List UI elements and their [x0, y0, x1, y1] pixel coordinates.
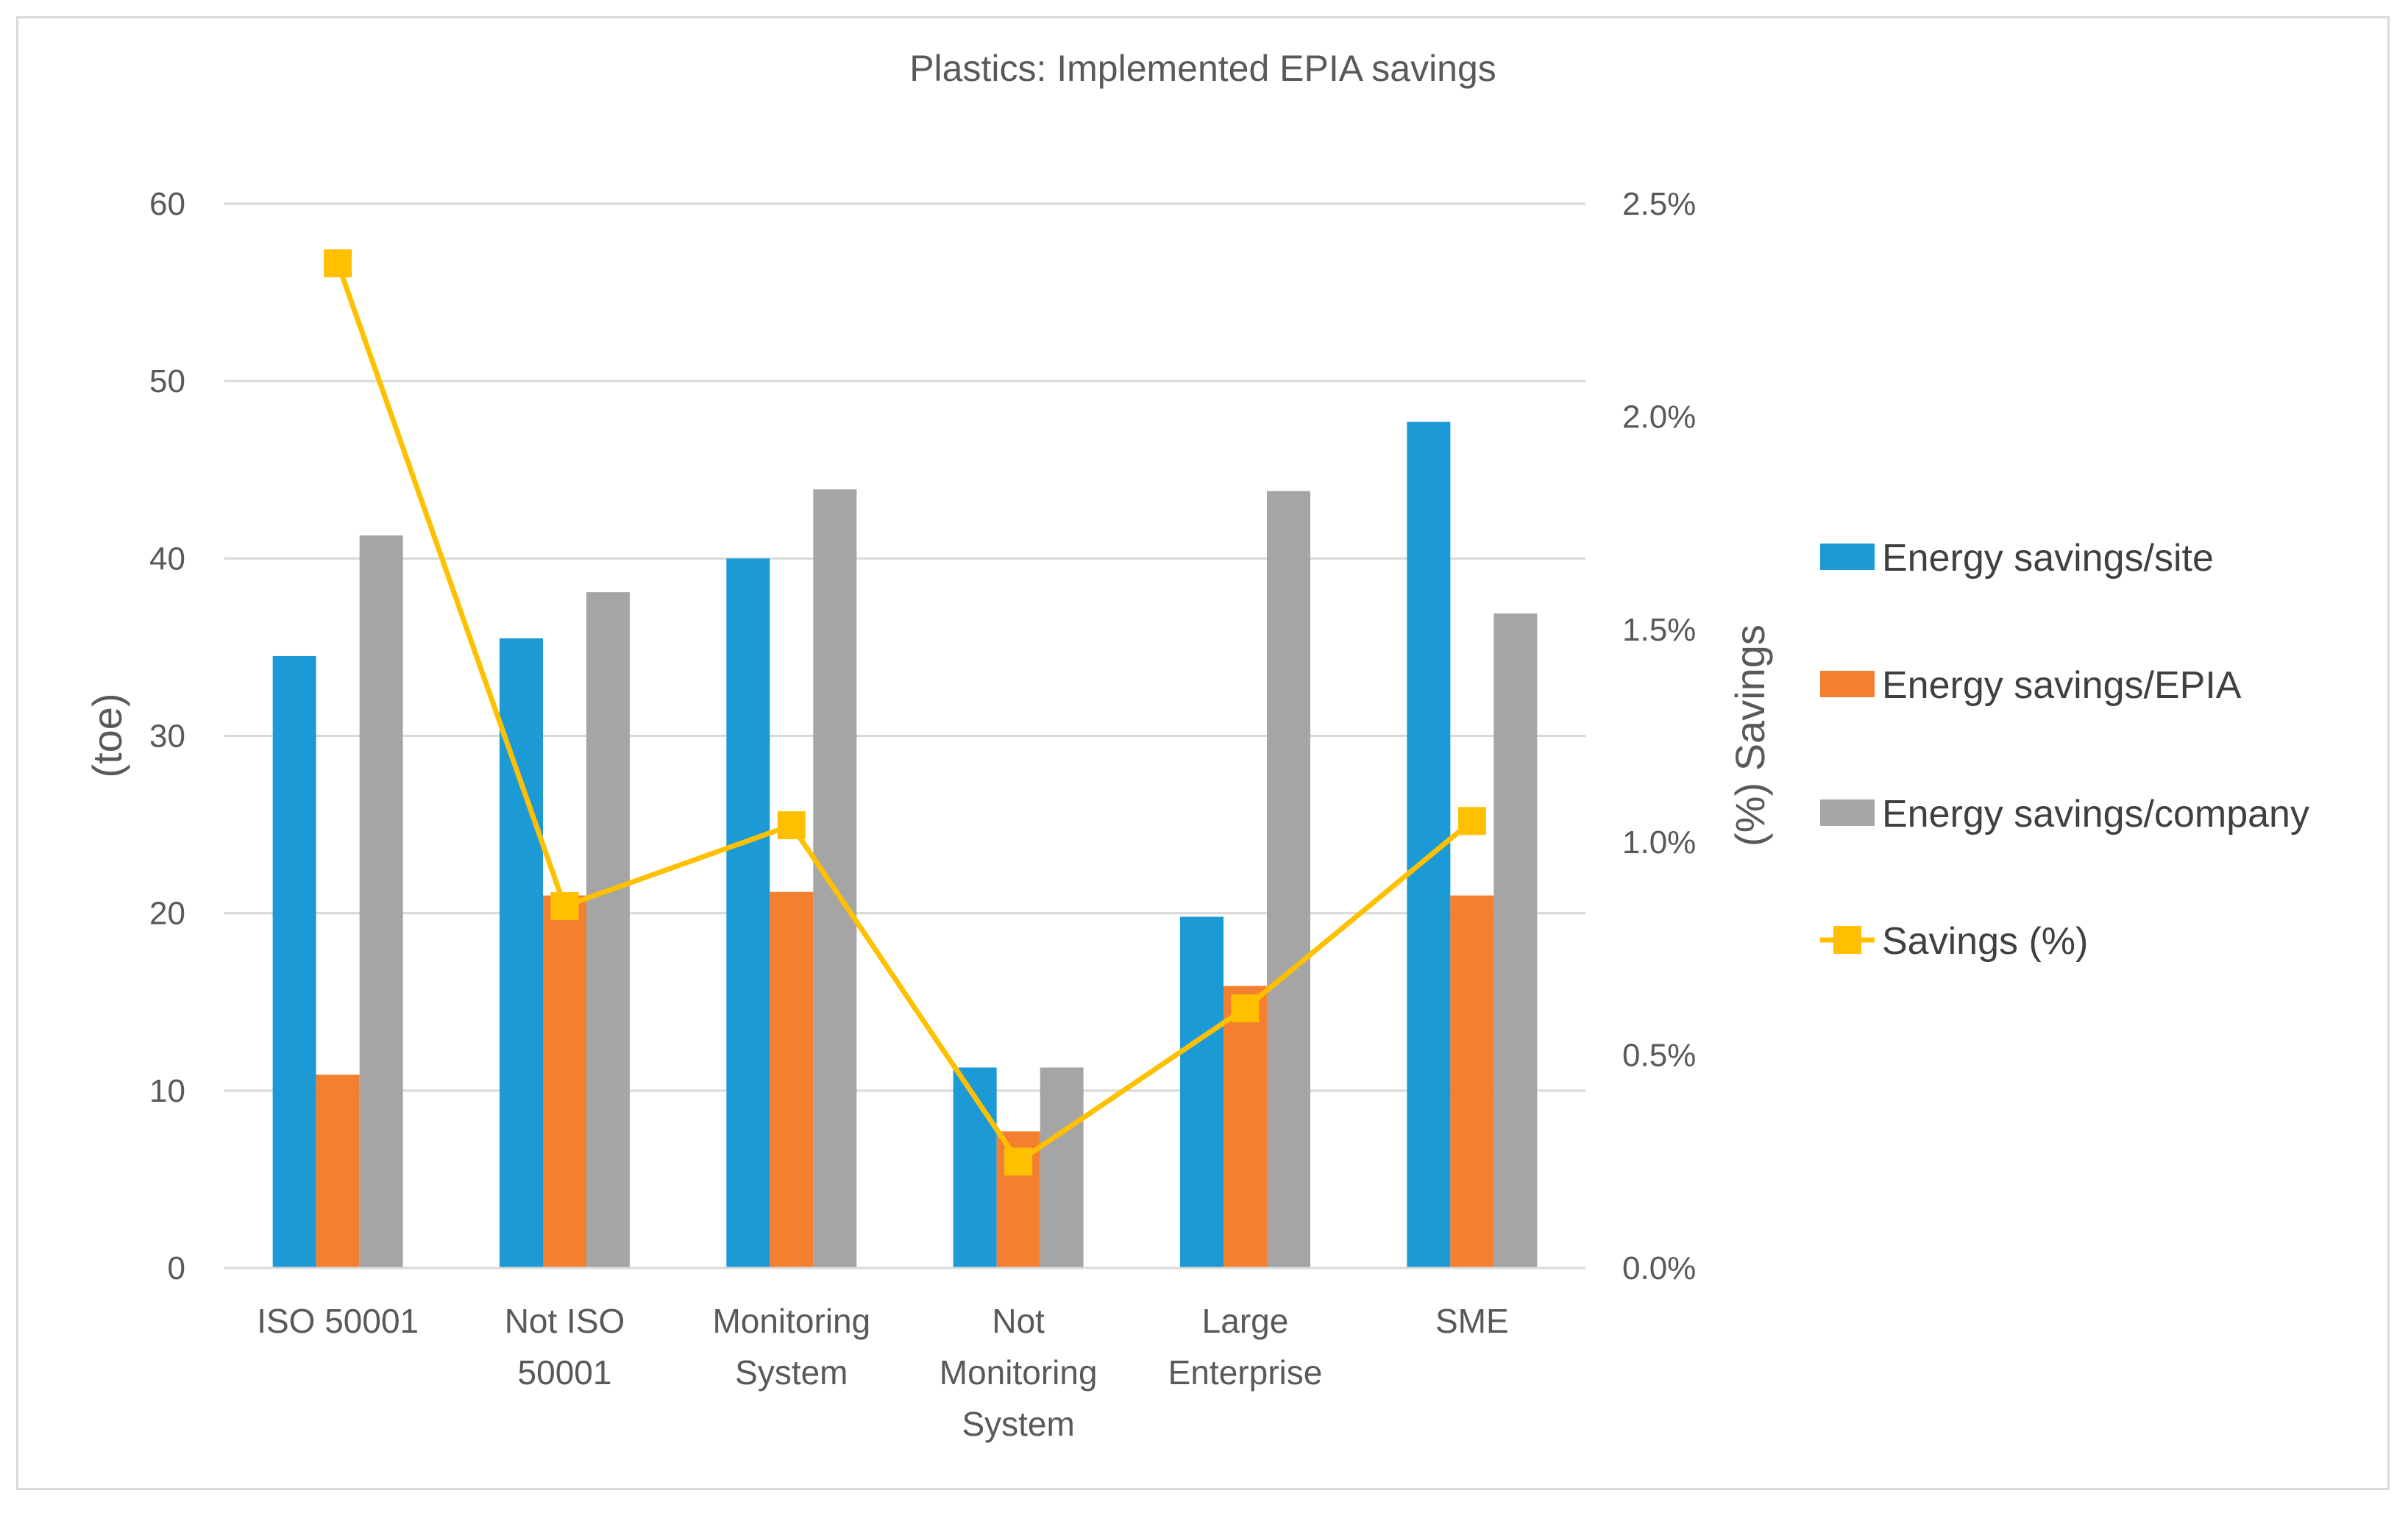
- savings-marker-2: [550, 892, 579, 921]
- bar-2-5: [1223, 986, 1267, 1268]
- x-tick-label: Not: [992, 1302, 1045, 1340]
- bar-2-1: [316, 1075, 360, 1268]
- savings-marker-4: [1004, 1147, 1033, 1176]
- bars-layer: [272, 421, 1538, 1269]
- bar-2-2: [543, 895, 586, 1268]
- legend: Energy savings/site Energy savings/EPIA En…: [1820, 537, 2309, 963]
- x-tick-label: Monitoring: [712, 1302, 870, 1340]
- y-tick-label: 60: [149, 186, 185, 222]
- gridlines: [224, 202, 1585, 1092]
- x-tick-label: Monitoring: [940, 1353, 1098, 1392]
- y2-tick-label: 2.0%: [1622, 399, 1696, 435]
- bar-1-5: [1180, 916, 1223, 1268]
- x-tick-label: Enterprise: [1168, 1353, 1323, 1392]
- bar-1-1: [272, 655, 316, 1268]
- y2-tick-label: 1.0%: [1622, 824, 1696, 861]
- y-tick-label: 40: [149, 541, 185, 577]
- legend-swatch-2: [1820, 671, 1875, 697]
- x-tick-label: ISO 50001: [257, 1302, 419, 1340]
- y2-tick-label: 0.5%: [1622, 1038, 1696, 1074]
- legend-marker-swatch: [1833, 926, 1861, 954]
- y2-axis-label: (%) Savings: [1727, 624, 1773, 847]
- savings-marker-5: [1231, 994, 1260, 1022]
- bar-3-4: [1040, 1067, 1084, 1268]
- bar-2-3: [770, 891, 814, 1268]
- bar-3-1: [359, 535, 403, 1268]
- legend-label-3: Energy savings/company: [1882, 793, 2309, 836]
- x-tick-label: System: [962, 1405, 1074, 1443]
- y-tick-label: 0: [168, 1250, 185, 1286]
- bar-2-6: [1450, 895, 1494, 1268]
- legend-label-2: Energy savings/EPIA: [1882, 664, 2242, 707]
- y2-tick-label: 1.5%: [1622, 612, 1696, 648]
- y2-tick-label: 0.0%: [1622, 1250, 1696, 1286]
- y-tick-label: 50: [149, 363, 185, 399]
- bar-3-2: [586, 592, 630, 1268]
- x-tick-label: System: [735, 1353, 848, 1392]
- legend-label-1: Energy savings/site: [1882, 537, 2214, 580]
- chart-title: Plastics: Implemented EPIA savings: [909, 48, 1496, 89]
- bar-1-3: [726, 558, 770, 1268]
- bar-3-6: [1494, 613, 1538, 1268]
- savings-marker-6: [1457, 807, 1486, 836]
- y-axis-label: (toe): [84, 693, 130, 777]
- bar-3-3: [813, 489, 857, 1268]
- axes-layer: 0 10 20 30 40 50 60 0.0% 0.5% 1.0% 1.5% 2.0% 2.5% ISO…: [149, 186, 1696, 1443]
- x-tick-label: Large: [1202, 1302, 1289, 1340]
- savings-marker-1: [324, 249, 352, 278]
- savings-marker-3: [777, 811, 806, 840]
- legend-swatch-3: [1820, 799, 1875, 826]
- legend-label-4: Savings (%): [1882, 920, 2088, 963]
- bar-3-5: [1267, 491, 1310, 1269]
- y-tick-label: 20: [149, 896, 185, 932]
- y-tick-label: 10: [149, 1073, 185, 1109]
- x-tick-label: 50001: [518, 1353, 612, 1392]
- x-tick-label: SME: [1435, 1302, 1509, 1340]
- x-tick-label: Not ISO: [505, 1302, 625, 1340]
- savings-line: [335, 262, 1474, 1164]
- y2-tick-label: 2.5%: [1622, 186, 1696, 222]
- line-layer: [324, 249, 1486, 1176]
- y-tick-label: 30: [149, 719, 185, 755]
- legend-swatch-1: [1820, 544, 1875, 570]
